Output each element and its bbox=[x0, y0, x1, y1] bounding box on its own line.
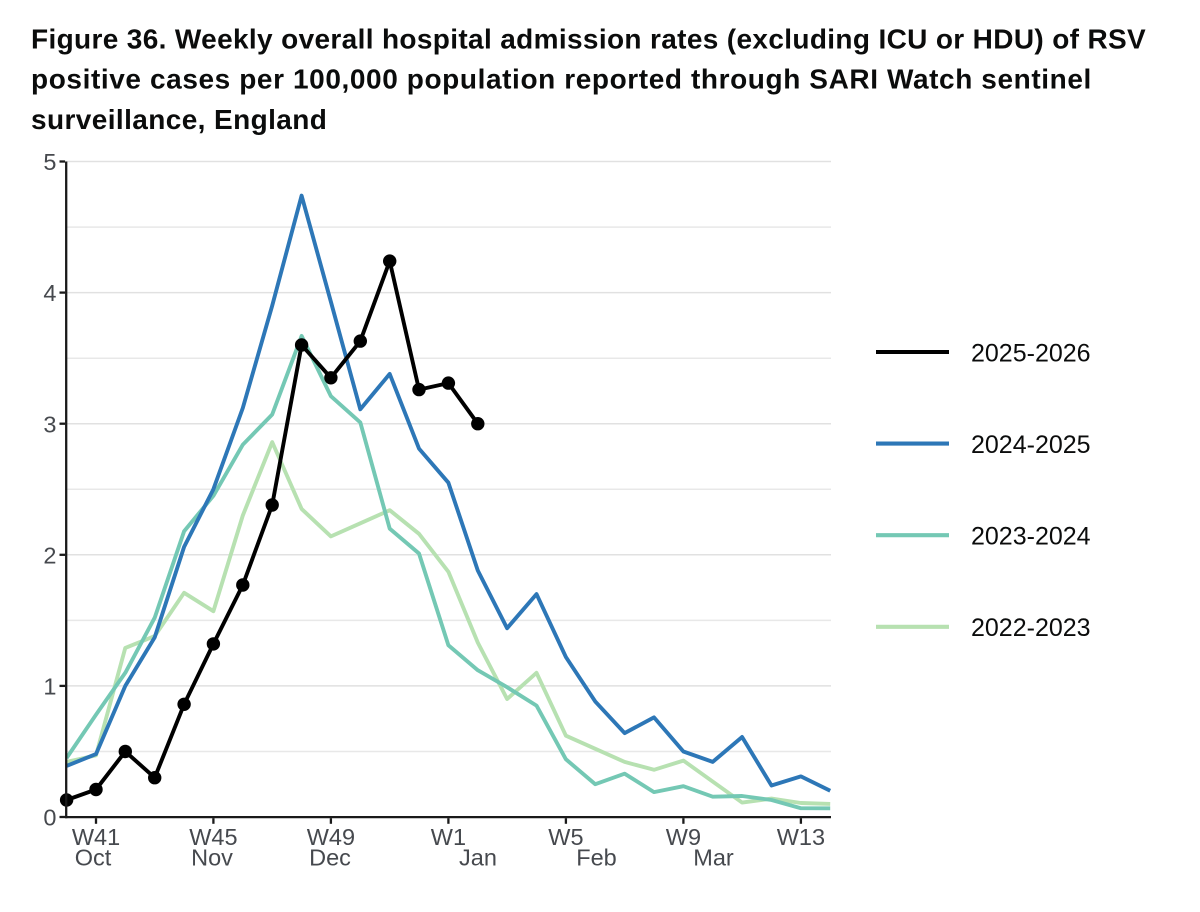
svg-text:0: 0 bbox=[43, 805, 56, 831]
svg-text:4: 4 bbox=[43, 280, 56, 306]
svg-text:Feb: Feb bbox=[576, 844, 617, 870]
svg-text:2025-2026: 2025-2026 bbox=[971, 339, 1091, 367]
svg-text:Nov: Nov bbox=[191, 844, 233, 870]
svg-text:W9: W9 bbox=[666, 824, 701, 850]
svg-text:Dec: Dec bbox=[309, 844, 351, 870]
svg-text:2022-2023: 2022-2023 bbox=[971, 614, 1091, 642]
svg-text:surveillance, England: surveillance, England bbox=[31, 104, 327, 135]
svg-text:positive cases per 100,000 pop: positive cases per 100,000 population re… bbox=[31, 63, 1092, 94]
svg-text:Mar: Mar bbox=[693, 844, 734, 870]
svg-text:Oct: Oct bbox=[75, 844, 112, 870]
svg-text:W49: W49 bbox=[307, 824, 355, 850]
svg-text:W1: W1 bbox=[431, 824, 466, 850]
svg-text:2024-2025: 2024-2025 bbox=[971, 431, 1091, 459]
svg-text:5: 5 bbox=[43, 149, 56, 175]
svg-text:1: 1 bbox=[43, 674, 56, 700]
svg-text:W13: W13 bbox=[777, 824, 825, 850]
svg-text:2023-2024: 2023-2024 bbox=[971, 523, 1091, 551]
svg-text:Jan: Jan bbox=[459, 844, 497, 870]
svg-text:Figure 36. Weekly overall hosp: Figure 36. Weekly overall hospital admis… bbox=[31, 23, 1146, 54]
svg-text:W41: W41 bbox=[72, 824, 120, 850]
svg-text:W5: W5 bbox=[548, 824, 583, 850]
svg-text:3: 3 bbox=[43, 411, 56, 437]
svg-text:2: 2 bbox=[43, 542, 56, 568]
svg-text:W45: W45 bbox=[189, 824, 237, 850]
